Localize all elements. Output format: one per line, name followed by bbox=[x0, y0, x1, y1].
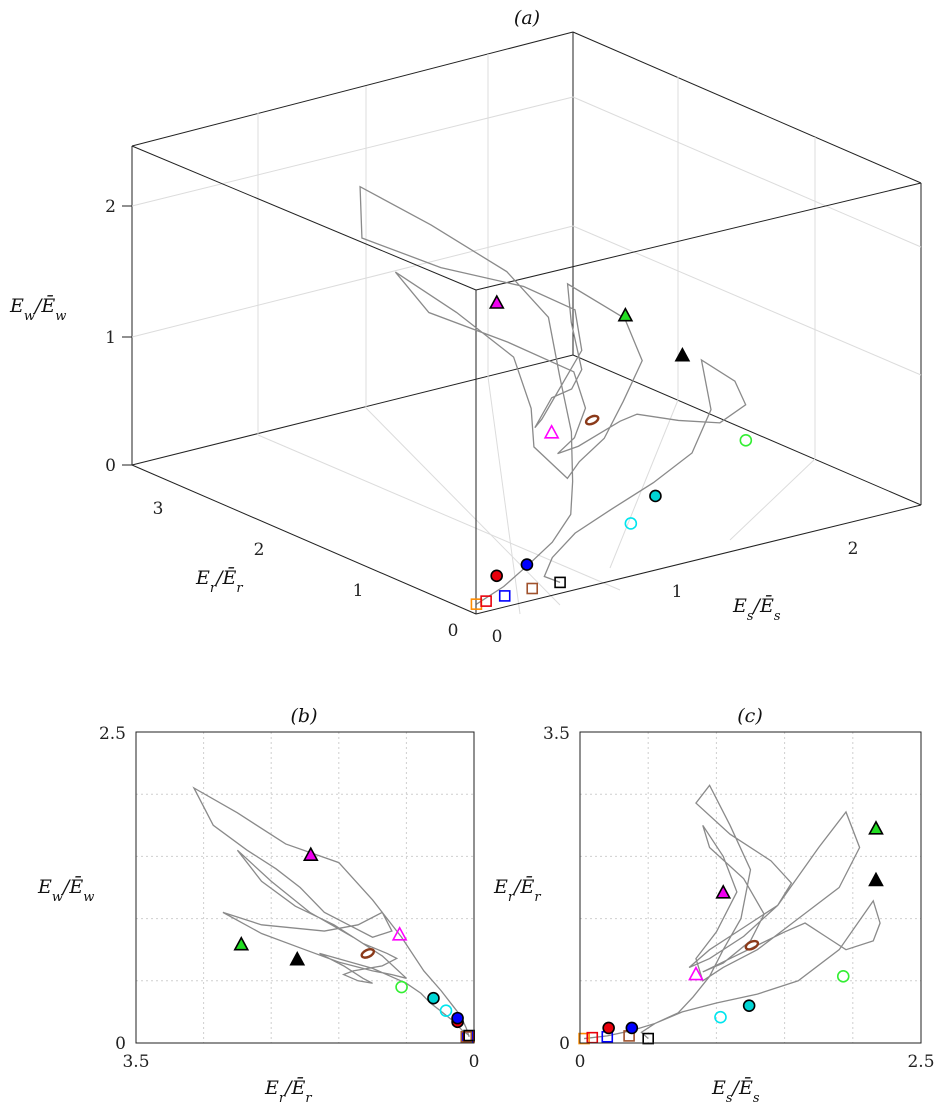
trajectory-line bbox=[584, 784, 881, 1040]
panel-a-markers bbox=[470, 294, 753, 610]
panel-b: (b) 3.5 0 0 2.5 Er/Ēr Ew/Ēw bbox=[37, 705, 479, 1103]
panel-b-gridlines bbox=[136, 732, 474, 1043]
y-tick-label: 1 bbox=[353, 581, 364, 601]
z-tick-label: 0 bbox=[105, 456, 116, 476]
marker-green-open-circle bbox=[395, 980, 408, 994]
z-tick-label: 2 bbox=[105, 197, 116, 217]
y-tick-label: 0 bbox=[448, 621, 459, 641]
marker-brown-square bbox=[526, 582, 539, 595]
box-edge bbox=[131, 354, 574, 466]
marker-brown-square bbox=[460, 1030, 473, 1043]
marker-blue-circle bbox=[625, 1021, 639, 1035]
grid-line bbox=[609, 399, 679, 569]
marker-magenta-open-triangle bbox=[391, 926, 408, 941]
x-axis-label: Es/Ēs bbox=[711, 1076, 760, 1103]
y-tick-label: 3 bbox=[153, 499, 164, 519]
marker-cyan-open-circle bbox=[714, 1010, 727, 1024]
box-edge bbox=[475, 182, 922, 291]
marker-green-filled-triangle bbox=[233, 936, 250, 951]
trajectory-line bbox=[359, 185, 747, 605]
y-tick-label: 2.5 bbox=[99, 724, 126, 744]
box-edge bbox=[131, 464, 477, 615]
marker-cyan-filled-circle bbox=[742, 999, 756, 1012]
y-axis-label: Er/Ēr bbox=[195, 566, 243, 596]
marker-brown-ellipse bbox=[360, 948, 376, 959]
marker-brown-ellipse bbox=[744, 939, 760, 951]
grid-line bbox=[365, 407, 561, 606]
marker-green-filled-triangle bbox=[617, 306, 634, 322]
marker-brown-ellipse bbox=[584, 414, 600, 426]
x-axis-label: Er/Ēr bbox=[264, 1076, 312, 1103]
y-axis-label: Ew/Ēw bbox=[37, 875, 94, 905]
box-edge bbox=[475, 504, 922, 615]
marker-magenta-open-triangle bbox=[543, 424, 560, 439]
grid-line bbox=[572, 96, 922, 248]
marker-green-open-circle bbox=[739, 434, 753, 447]
marker-magenta-filled-triangle bbox=[715, 884, 732, 899]
grid-line bbox=[131, 225, 574, 338]
z-tick-label: 1 bbox=[105, 328, 116, 348]
panel-c-markers bbox=[578, 820, 884, 1045]
z-axis: 0 1 2 Ew/Ēw bbox=[9, 197, 132, 476]
marker-black-filled-triangle bbox=[289, 950, 306, 966]
y-tick-label: 2 bbox=[254, 540, 265, 560]
panel-a-title: (a) bbox=[514, 7, 540, 29]
marker-blue-circle bbox=[451, 1011, 464, 1025]
marker-red-circle bbox=[490, 569, 503, 583]
marker-red-circle bbox=[602, 1021, 615, 1035]
panel-a: (a) bbox=[9, 7, 922, 647]
panel-c-gridlines bbox=[580, 732, 921, 1043]
panel-a-gridlines bbox=[131, 54, 922, 615]
grid-line bbox=[131, 96, 574, 207]
y-tick-label: 0 bbox=[115, 1034, 126, 1054]
marker-orange-square bbox=[578, 1032, 590, 1045]
y-axis: 0 1 2 3 Er/Ēr bbox=[153, 499, 459, 641]
x-tick-label: 1 bbox=[672, 582, 683, 602]
marker-magenta-filled-triangle bbox=[488, 294, 505, 309]
marker-black-filled-triangle bbox=[868, 871, 884, 887]
x-tick-label: 2 bbox=[848, 539, 859, 559]
x-tick-label: 0 bbox=[575, 1052, 586, 1072]
grid-line bbox=[487, 376, 521, 615]
panel-b-frame bbox=[135, 731, 475, 1044]
marker-magenta-open-triangle bbox=[688, 965, 704, 981]
y-tick-label: 3.5 bbox=[543, 724, 570, 744]
panel-b-markers bbox=[233, 846, 475, 1043]
marker-magenta-filled-triangle bbox=[302, 846, 319, 861]
box-edge bbox=[572, 354, 922, 506]
x-tick-label: 3.5 bbox=[122, 1052, 149, 1072]
x-axis-label: Es/Ēs bbox=[732, 594, 781, 624]
panel-c: (c) 0 2.5 0 3.5 Es/Ēs Er/Ēr bbox=[493, 705, 935, 1103]
panel-c-title: (c) bbox=[737, 705, 762, 727]
grid-line bbox=[729, 458, 816, 541]
marker-cyan-open-circle bbox=[439, 1004, 453, 1017]
panel-b-title: (b) bbox=[291, 705, 318, 727]
z-axis-label: Ew/Ēw bbox=[9, 294, 66, 324]
marker-cyan-open-circle bbox=[624, 517, 638, 530]
x-tick-label: 0 bbox=[469, 1052, 480, 1072]
marker-blue-square bbox=[498, 590, 511, 602]
marker-cyan-filled-circle bbox=[427, 991, 440, 1005]
marker-red-square bbox=[480, 595, 492, 607]
x-tick-label: 2.5 bbox=[907, 1052, 934, 1072]
box-edge bbox=[131, 145, 477, 291]
trajectory-line bbox=[192, 786, 470, 1037]
y-tick-label: 0 bbox=[559, 1034, 570, 1054]
marker-green-filled-triangle bbox=[868, 820, 884, 835]
marker-cyan-filled-circle bbox=[649, 489, 662, 503]
x-axis: 0 1 2 Es/Ēs bbox=[492, 539, 859, 647]
box-edge bbox=[572, 31, 922, 184]
box-edge bbox=[131, 31, 574, 147]
panel-c-frame bbox=[579, 731, 922, 1044]
marker-black-square bbox=[554, 576, 566, 589]
marker-green-open-circle bbox=[836, 970, 850, 983]
x-tick-label: 0 bbox=[492, 627, 503, 647]
grid-line bbox=[257, 434, 621, 591]
marker-black-filled-triangle bbox=[674, 347, 691, 362]
marker-black-square bbox=[642, 1032, 655, 1045]
marker-blue-circle bbox=[520, 558, 534, 571]
grid-line bbox=[572, 225, 922, 376]
y-axis-label: Er/Ēr bbox=[493, 875, 541, 905]
